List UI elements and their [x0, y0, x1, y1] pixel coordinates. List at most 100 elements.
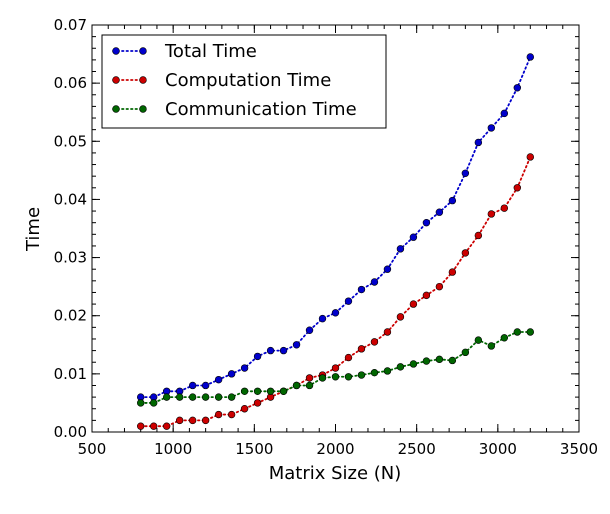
data-point	[474, 231, 483, 240]
data-point	[318, 374, 327, 382]
series-line	[139, 156, 532, 428]
data-point	[266, 346, 275, 355]
data-point	[305, 374, 314, 382]
series-1	[137, 153, 534, 430]
data-point	[253, 352, 262, 361]
data-point	[344, 297, 353, 305]
data-point	[279, 346, 288, 355]
data-point	[500, 204, 509, 212]
legend-marker	[112, 47, 120, 55]
y-tick-label: 0.05	[54, 132, 87, 150]
data-point	[175, 416, 184, 425]
data-point	[292, 381, 301, 390]
data-point	[305, 326, 314, 334]
data-point	[370, 278, 379, 286]
data-point	[253, 387, 262, 395]
data-point	[383, 367, 392, 375]
data-point	[435, 208, 444, 216]
legend-label: Communication Time	[165, 99, 357, 120]
data-point	[357, 371, 366, 379]
data-point	[370, 338, 379, 346]
data-point	[227, 393, 236, 401]
data-point	[513, 84, 522, 92]
data-point	[214, 393, 223, 401]
data-point	[422, 218, 431, 227]
data-point	[396, 245, 405, 253]
data-point	[474, 336, 483, 344]
data-point	[188, 393, 197, 401]
data-point	[214, 375, 223, 384]
data-point	[526, 53, 534, 61]
data-point	[188, 416, 197, 425]
y-tick-label: 0.03	[54, 249, 87, 267]
y-axis-title: Time	[23, 207, 44, 252]
x-tick-label: 3000	[479, 440, 517, 458]
data-point	[487, 342, 496, 350]
data-point	[461, 169, 470, 177]
data-point	[396, 363, 405, 371]
data-point	[292, 341, 301, 349]
data-point	[331, 364, 340, 372]
data-point	[266, 387, 275, 395]
data-point	[383, 265, 392, 273]
data-point	[357, 285, 366, 294]
data-point	[188, 381, 197, 390]
data-point	[513, 328, 522, 336]
data-point	[474, 138, 483, 147]
y-tick-label: 0.07	[54, 16, 87, 34]
data-point	[331, 309, 340, 317]
x-tick-label: 2500	[398, 440, 436, 458]
y-tick-label: 0.02	[54, 307, 87, 325]
data-point	[526, 153, 534, 161]
data-point	[409, 360, 418, 368]
data-point	[137, 399, 145, 407]
data-point	[422, 357, 431, 365]
data-point	[318, 314, 327, 323]
series-0	[137, 53, 534, 401]
data-point	[240, 364, 249, 372]
data-point	[305, 381, 314, 390]
data-point	[461, 249, 470, 257]
data-point	[162, 393, 171, 401]
x-tick-label: 2000	[316, 440, 354, 458]
data-point	[409, 233, 418, 241]
y-tick-label: 0.01	[54, 365, 87, 383]
data-point	[396, 313, 405, 321]
data-point	[422, 291, 431, 300]
data-point	[448, 356, 457, 365]
x-tick-label: 1000	[154, 440, 192, 458]
data-point	[383, 328, 392, 336]
data-point	[487, 124, 496, 132]
data-point	[370, 368, 379, 377]
legend-label: Computation Time	[165, 70, 331, 91]
data-point	[344, 353, 353, 362]
data-point	[240, 387, 249, 395]
data-point	[461, 348, 470, 357]
legend-marker	[112, 76, 120, 84]
data-point	[162, 422, 171, 430]
data-point	[435, 282, 444, 291]
data-point	[435, 355, 444, 364]
legend-marker	[139, 76, 147, 84]
data-point	[513, 184, 522, 192]
legend-marker	[139, 105, 147, 113]
data-point	[149, 422, 158, 430]
series-2	[137, 328, 534, 407]
x-axis-title: Matrix Size (N)	[269, 463, 402, 484]
data-point	[500, 334, 509, 342]
legend-label: Total Time	[164, 41, 257, 62]
y-tick-label: 0.06	[54, 74, 87, 92]
data-point	[175, 393, 184, 401]
data-point	[149, 399, 158, 407]
data-point	[526, 328, 534, 336]
y-tick-label: 0.00	[54, 423, 87, 441]
legend-marker	[112, 105, 120, 113]
data-point	[331, 373, 340, 381]
data-point	[448, 268, 457, 276]
legend-box	[101, 34, 387, 129]
data-point	[227, 410, 236, 419]
legend-marker	[139, 47, 147, 55]
data-point	[201, 416, 210, 425]
data-point	[214, 410, 223, 419]
